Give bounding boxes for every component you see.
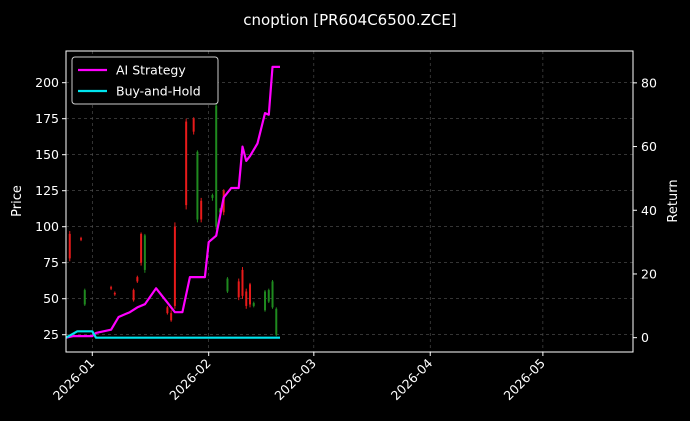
candle bbox=[245, 288, 248, 309]
y-left-tick-label: 75 bbox=[43, 255, 59, 270]
legend-label: Buy-and-Hold bbox=[116, 84, 201, 99]
candle bbox=[241, 267, 244, 299]
candle-body bbox=[113, 292, 116, 295]
candle-body bbox=[248, 284, 251, 305]
y-left-tick-label: 175 bbox=[35, 111, 59, 126]
chart-title: cnoption [PR604C6500.ZCE] bbox=[243, 11, 456, 29]
candle-body bbox=[143, 235, 146, 270]
candle-body bbox=[140, 233, 143, 263]
candle bbox=[113, 291, 116, 296]
candle bbox=[140, 232, 143, 266]
candle-body bbox=[166, 307, 169, 314]
candle bbox=[110, 285, 113, 291]
candle bbox=[143, 233, 146, 273]
y-right-tick-label: 60 bbox=[641, 139, 657, 154]
candle-body bbox=[237, 281, 240, 298]
plot-frame bbox=[65, 50, 634, 353]
candle bbox=[200, 197, 203, 223]
candle bbox=[271, 279, 274, 309]
candle bbox=[192, 117, 195, 135]
y-axis-right: 0 20 40 60 80 bbox=[633, 75, 657, 345]
series-lines bbox=[65, 65, 280, 339]
candle-body bbox=[170, 313, 173, 321]
candle bbox=[80, 236, 83, 242]
y-right-tick-label: 80 bbox=[641, 75, 657, 90]
series-line bbox=[65, 65, 280, 339]
y-axis-right-label: Return bbox=[666, 179, 681, 222]
candle bbox=[275, 307, 278, 337]
candles bbox=[68, 102, 278, 337]
candle-body bbox=[132, 290, 135, 301]
candle bbox=[267, 288, 270, 304]
candle-body bbox=[83, 290, 86, 305]
candle-body bbox=[226, 278, 229, 292]
candle bbox=[264, 290, 267, 312]
legend: AI Strategy Buy-and-Hold bbox=[71, 56, 219, 105]
candle bbox=[170, 310, 173, 322]
y-left-tick-label: 125 bbox=[35, 183, 59, 198]
candle-body bbox=[185, 121, 188, 206]
candle bbox=[173, 222, 176, 309]
candle bbox=[68, 231, 71, 262]
candle bbox=[211, 193, 214, 201]
candle bbox=[226, 277, 229, 293]
y-right-tick-label: 0 bbox=[641, 330, 649, 345]
candle bbox=[215, 102, 218, 230]
y-axis-left: 25 50 75 100 125 150 175 200 bbox=[35, 75, 66, 342]
candle-body bbox=[245, 291, 248, 306]
candle bbox=[196, 150, 199, 223]
candle-body bbox=[264, 291, 267, 311]
grid bbox=[66, 51, 633, 352]
candle-body bbox=[68, 233, 71, 259]
candle-body bbox=[80, 238, 83, 240]
candle-body bbox=[211, 195, 214, 198]
candle-body bbox=[136, 277, 139, 282]
candle bbox=[136, 275, 139, 283]
candle bbox=[237, 278, 240, 301]
y-left-tick-label: 25 bbox=[43, 327, 59, 342]
y-axis-left-label: Price bbox=[10, 185, 25, 217]
candle-body bbox=[215, 105, 218, 227]
series-line bbox=[65, 330, 280, 339]
candle-body bbox=[271, 281, 274, 308]
candle-body bbox=[241, 269, 244, 296]
candle bbox=[83, 288, 86, 306]
y-right-tick-label: 40 bbox=[641, 203, 657, 218]
candle-body bbox=[110, 287, 113, 289]
legend-box bbox=[71, 56, 219, 105]
candle bbox=[132, 288, 135, 302]
candle bbox=[185, 118, 188, 210]
candle-body bbox=[252, 303, 255, 306]
candle-body bbox=[267, 290, 270, 302]
candle bbox=[248, 282, 251, 308]
candle-body bbox=[200, 200, 203, 220]
y-left-tick-label: 100 bbox=[35, 219, 59, 234]
legend-label: AI Strategy bbox=[116, 63, 186, 78]
y-left-tick-label: 50 bbox=[43, 291, 59, 306]
y-left-tick-label: 200 bbox=[35, 75, 59, 90]
candle-body bbox=[196, 151, 199, 220]
y-left-tick-label: 150 bbox=[35, 147, 59, 162]
candle-body bbox=[218, 209, 221, 213]
candle-body bbox=[173, 226, 176, 306]
candle bbox=[166, 305, 169, 315]
candle-body bbox=[275, 308, 278, 335]
candle bbox=[252, 301, 255, 308]
candle-body bbox=[192, 118, 195, 132]
y-right-tick-label: 20 bbox=[641, 266, 657, 281]
